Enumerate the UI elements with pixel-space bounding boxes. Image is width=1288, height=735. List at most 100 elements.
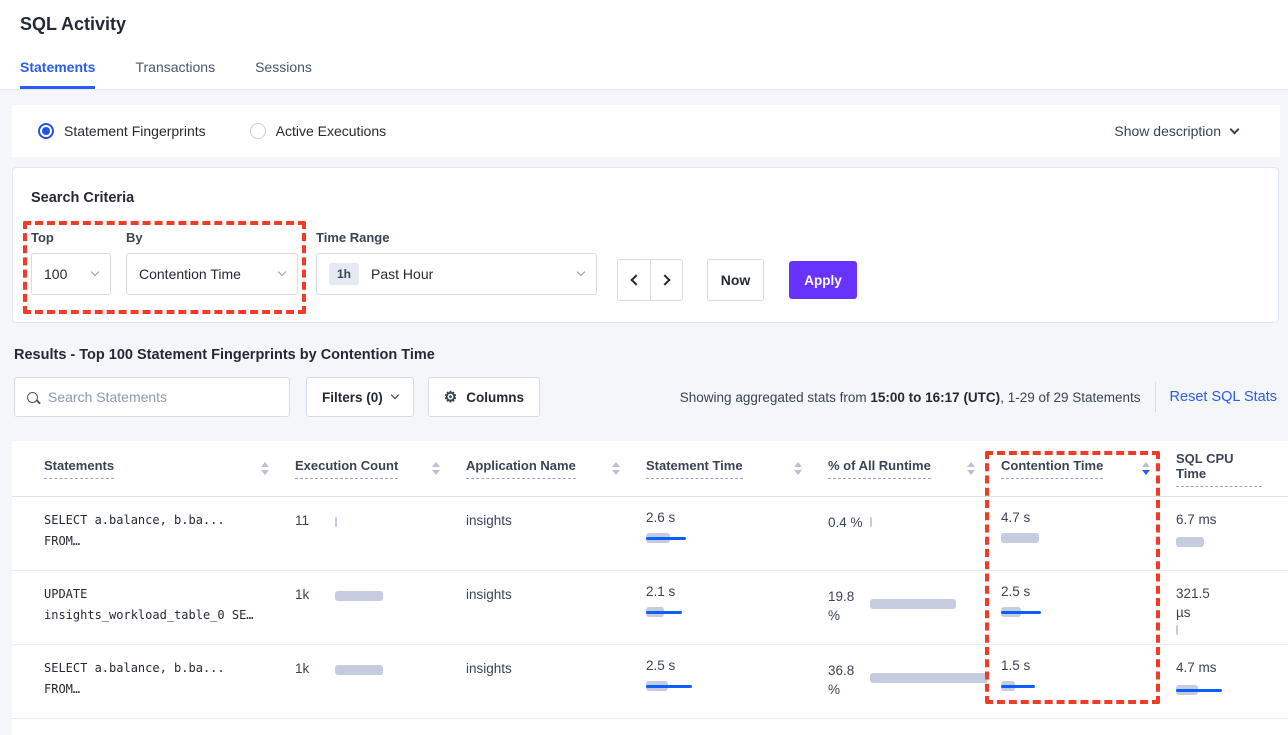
contention-time-bar	[1001, 606, 1176, 618]
statement-time-cell: 2.5 s	[646, 658, 828, 718]
header-contention-time[interactable]: Contention Time	[1001, 458, 1176, 479]
header-label[interactable]: Statement Time	[646, 458, 743, 479]
execution-count-bar	[335, 664, 465, 676]
sort-down-arrow	[1142, 470, 1150, 475]
pct-runtime-bar	[870, 672, 1000, 684]
top-select[interactable]: 100	[31, 253, 111, 295]
sql-cpu-value: 6.7 ms	[1176, 512, 1217, 527]
sort-icon[interactable]	[612, 462, 620, 475]
reset-sql-stats-link[interactable]: Reset SQL Stats	[1169, 389, 1277, 405]
header-label[interactable]: Statements	[44, 458, 115, 479]
tab-bar: Statements Transactions Sessions	[20, 59, 1268, 89]
radio-active-executions[interactable]: Active Executions	[249, 123, 387, 139]
sort-icon-active-desc[interactable]	[1142, 462, 1150, 475]
execution-count-value: 1k	[295, 661, 310, 676]
stats-range: 15:00 to 16:17 (UTC)	[870, 389, 1001, 405]
sort-icon[interactable]	[967, 462, 975, 475]
radio-statement-fingerprints[interactable]: Statement Fingerprints	[38, 123, 206, 139]
execution-count-value: 11	[295, 513, 310, 528]
bar-mean-line	[1001, 611, 1041, 614]
bar-mean-line	[1176, 689, 1222, 692]
show-description-toggle[interactable]: Show description	[1114, 123, 1254, 139]
sort-icon[interactable]	[261, 462, 269, 475]
sort-icon[interactable]	[794, 462, 802, 475]
columns-button[interactable]: ⚙ Columns	[427, 377, 540, 417]
application-name-cell: insights	[466, 513, 512, 528]
top-label: Top	[31, 230, 54, 245]
bar-total	[335, 517, 337, 527]
bar-total	[870, 673, 988, 683]
filters-label: Filters (0)	[322, 389, 383, 405]
now-button[interactable]: Now	[707, 259, 764, 301]
time-range-select[interactable]: 1h Past Hour	[316, 253, 597, 295]
execution-count-cell: 1k	[295, 584, 466, 644]
chevron-down-icon	[277, 267, 287, 277]
contention-time-cell: 2.5 s	[1001, 584, 1176, 644]
chevron-right-icon	[659, 274, 671, 286]
radio-unselected-icon[interactable]	[249, 123, 266, 139]
sort-down-arrow	[794, 470, 802, 475]
statement-fingerprint-link[interactable]: UPDATE insights_workload_table_0 SE…	[44, 584, 295, 644]
apply-button[interactable]: Apply	[789, 261, 857, 299]
table-row[interactable]: SELECT a.balance, b.ba... FROM… 1k insig…	[12, 645, 1288, 719]
time-range-nav	[617, 259, 683, 301]
by-label: By	[126, 230, 143, 245]
tab-sessions[interactable]: Sessions	[255, 59, 312, 75]
sort-up-arrow	[261, 462, 269, 467]
header-statements[interactable]: Statements	[44, 458, 295, 479]
bar-total	[870, 517, 872, 527]
header-label[interactable]: Execution Count	[295, 458, 399, 479]
contention-time-bar	[1001, 680, 1176, 692]
page-header: SQL Activity Statements Transactions Ses…	[0, 0, 1288, 90]
pct-runtime-cell: 36.8 %	[828, 658, 1001, 718]
tab-statements[interactable]: Statements	[20, 59, 96, 89]
statement-time-bar	[646, 606, 828, 618]
sql-cpu-value: 4.7 ms	[1176, 660, 1217, 675]
statement-fingerprint-link[interactable]: SELECT a.balance, b.ba... FROM…	[44, 658, 295, 718]
sort-icon[interactable]	[432, 462, 440, 475]
by-field: By Contention Time	[111, 230, 298, 295]
search-statements-input[interactable]	[48, 389, 268, 405]
view-mode-bar: Statement Fingerprints Active Executions…	[12, 105, 1280, 157]
statement-time-value: 2.5 s	[646, 658, 676, 673]
pct-runtime-cell: 19.8 %	[828, 584, 1001, 644]
tab-transactions[interactable]: Transactions	[135, 59, 216, 75]
header-statement-time[interactable]: Statement Time	[646, 458, 828, 479]
header-label[interactable]: % of All Runtime	[828, 458, 931, 479]
radio-label: Active Executions	[275, 123, 387, 139]
pct-runtime-value: 19.8 %	[828, 589, 855, 623]
time-range-value: Past Hour	[371, 266, 434, 282]
radio-selected-icon[interactable]	[38, 123, 54, 139]
sort-up-arrow	[967, 462, 975, 467]
by-select[interactable]: Contention Time	[126, 253, 298, 295]
bar-total	[870, 599, 956, 609]
statements-table: Statements Execution Count Application N…	[12, 441, 1288, 735]
header-label[interactable]: SQL CPU Time	[1176, 451, 1262, 487]
contention-time-value: 2.5 s	[1001, 584, 1031, 599]
header-sql-cpu-time[interactable]: SQL CPU Time	[1176, 451, 1288, 487]
sort-up-arrow	[432, 462, 440, 467]
statement-line-1: SELECT a.balance, b.ba...	[44, 513, 225, 527]
next-time-range-button[interactable]	[650, 260, 682, 300]
search-icon	[27, 391, 38, 403]
table-row[interactable]: UPDATE insights_workload_table_0 SE… 1k …	[12, 571, 1288, 645]
bar-mean-line	[646, 537, 686, 540]
execution-count-bar	[335, 516, 465, 528]
statement-time-bar	[646, 680, 828, 692]
header-label[interactable]: Application Name	[466, 458, 576, 479]
previous-time-range-button[interactable]	[618, 260, 650, 300]
table-row[interactable]: SELECT a.balance, b.ba... FROM… 11 insig…	[12, 497, 1288, 571]
search-criteria-heading: Search Criteria	[31, 190, 135, 206]
pct-runtime-value: 0.4 %	[828, 515, 863, 530]
contention-time-value: 1.5 s	[1001, 658, 1031, 673]
sql-cpu-bar	[1176, 624, 1288, 636]
header-execution-count[interactable]: Execution Count	[295, 458, 466, 479]
statement-fingerprint-link[interactable]: SELECT a.balance, b.ba... FROM…	[44, 510, 295, 570]
header-label[interactable]: Contention Time	[1001, 458, 1104, 479]
filters-button[interactable]: Filters (0)	[306, 377, 414, 417]
chevron-left-icon	[629, 274, 642, 286]
header-application-name[interactable]: Application Name	[466, 458, 646, 479]
by-select-value: Contention Time	[139, 266, 241, 282]
header-pct-of-all-runtime[interactable]: % of All Runtime	[828, 458, 1001, 479]
chevron-down-icon	[390, 390, 400, 400]
